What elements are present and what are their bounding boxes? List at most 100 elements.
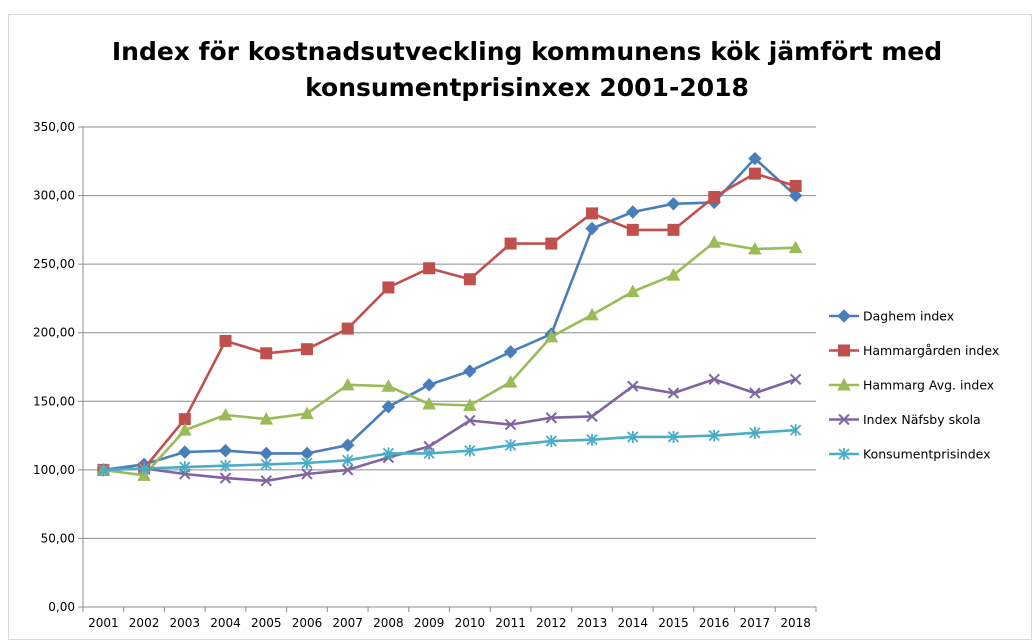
legend-swatch-marker: [837, 377, 851, 391]
data-point: [789, 373, 802, 386]
legend-label: Index Näfsby skola: [863, 412, 981, 427]
data-point: [586, 433, 598, 446]
data-point: [179, 461, 191, 474]
data-point: [585, 221, 599, 236]
data-point: [97, 463, 109, 476]
x-tick-label: 2017: [740, 616, 771, 630]
data-point: [464, 444, 476, 457]
data-point: [749, 387, 761, 399]
x-tick-label: 2011: [495, 616, 526, 630]
data-point: [666, 197, 681, 211]
legend-item: Hammargården index: [829, 343, 999, 358]
series-hammarg-avg-index: [96, 235, 803, 481]
data-point: [790, 424, 802, 437]
x-tick-label: 2014: [617, 616, 648, 630]
data-point: [503, 345, 518, 359]
data-point: [260, 475, 272, 487]
data-point: [585, 307, 599, 321]
data-point: [545, 435, 557, 448]
y-tick-label: 100,00: [33, 463, 75, 477]
data-point: [260, 458, 272, 471]
legend-label: Hammargården index: [863, 343, 999, 358]
legend-item: Index Näfsby skola: [829, 412, 981, 427]
chart-title-line-1: Index för kostnadsutveckling kommunens k…: [112, 37, 942, 66]
data-point: [788, 240, 803, 254]
data-point: [788, 188, 803, 203]
data-point: [137, 468, 151, 481]
series-konsumentprisindex: [97, 424, 802, 476]
data-point: [667, 223, 680, 236]
legend-swatch-marker: [838, 448, 850, 460]
data-point: [667, 430, 680, 443]
marker-stroke: [586, 410, 598, 423]
series-line: [103, 377, 797, 483]
data-point: [341, 464, 354, 476]
y-tick-label: 300,00: [33, 189, 75, 203]
data-point: [382, 447, 395, 460]
x-tick-label: 2002: [129, 616, 160, 630]
data-point: [300, 406, 314, 420]
data-point: [300, 343, 313, 356]
data-point: [422, 378, 436, 392]
data-point: [586, 410, 598, 423]
x-tick-label: 2012: [536, 616, 567, 630]
x-tick-label: 2006: [292, 616, 323, 630]
series-layer: [96, 151, 803, 487]
data-point: [748, 151, 762, 166]
legend-swatch-marker: [837, 309, 851, 323]
data-point: [708, 190, 721, 203]
data-point: [586, 207, 599, 220]
chart-frame: Index för kostnadsutveckling kommunens k…: [8, 14, 1032, 640]
marker-stroke: [219, 472, 232, 484]
data-point: [138, 462, 150, 475]
data-point: [219, 472, 232, 484]
series-line: [103, 172, 796, 472]
y-tick-label: 0,00: [48, 600, 75, 614]
data-point: [463, 364, 477, 378]
data-point: [219, 334, 232, 347]
data-point: [340, 377, 355, 391]
data-point: [259, 446, 273, 461]
data-point: [707, 235, 722, 248]
data-point: [382, 281, 395, 294]
legend-label: Daghem index: [863, 309, 954, 324]
legend-label: Hammarg Avg. index: [863, 378, 994, 393]
marker-stroke: [789, 373, 802, 386]
series-hammarg-rden-index: [97, 167, 802, 476]
data-point: [626, 205, 640, 219]
marker-stroke: [301, 468, 313, 480]
data-point: [301, 457, 313, 469]
data-point: [545, 237, 558, 250]
data-point: [504, 237, 517, 250]
data-point: [748, 167, 761, 180]
data-point: [422, 396, 436, 410]
data-point: [342, 454, 354, 467]
data-point: [341, 322, 354, 335]
data-point: [423, 262, 436, 275]
data-point: [503, 375, 518, 388]
x-tick-label: 2016: [699, 616, 730, 630]
data-point: [463, 398, 477, 411]
data-point: [219, 459, 232, 472]
y-tick-label: 50,00: [41, 531, 75, 545]
x-tick-label: 2003: [170, 616, 201, 630]
data-point: [260, 347, 273, 360]
data-point: [544, 329, 559, 343]
series-index-n-fsby-skola: [97, 373, 802, 487]
x-tick-label: 2008: [373, 616, 404, 630]
y-tick-label: 150,00: [33, 394, 75, 408]
marker-stroke: [260, 475, 272, 487]
data-point: [177, 423, 192, 436]
line-chart: Index för kostnadsutveckling kommunens k…: [33, 37, 999, 630]
data-point: [666, 268, 681, 281]
gridlines: [83, 126, 816, 539]
marker-stroke: [341, 464, 354, 476]
data-point: [667, 387, 680, 399]
marker-stroke: [627, 380, 639, 392]
series-line: [103, 157, 797, 472]
x-tick-label: 2001: [88, 616, 119, 630]
data-point: [218, 443, 233, 458]
data-point: [301, 468, 313, 480]
series-line: [103, 428, 796, 472]
data-point: [178, 445, 192, 459]
